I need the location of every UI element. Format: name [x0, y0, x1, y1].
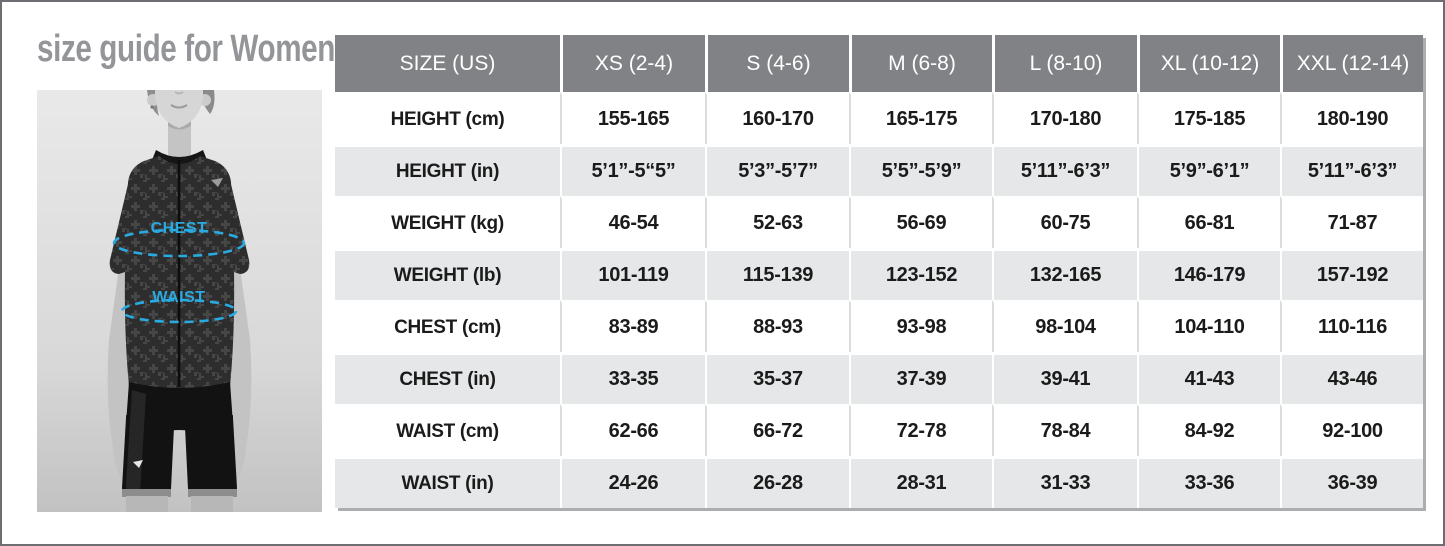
nose-shadow: [174, 91, 184, 95]
col-header: S (4-6): [705, 35, 849, 92]
chest-measure-ellipse: [112, 228, 246, 258]
size-value-cell: 101-119: [560, 248, 705, 300]
size-value-cell: 5’5”-5’9”: [849, 144, 992, 196]
row-label: WEIGHT (lb): [335, 248, 560, 300]
size-value-cell: 78-84: [992, 404, 1137, 456]
size-value-cell: 132-165: [992, 248, 1137, 300]
size-value-cell: 62-66: [560, 404, 705, 456]
size-value-cell: 180-190: [1280, 92, 1423, 144]
size-value-cell: 26-28: [705, 456, 849, 508]
size-value-cell: 5’9”-6’1”: [1137, 144, 1280, 196]
size-value-cell: 5’11”-6’3”: [992, 144, 1137, 196]
size-value-cell: 5’1”-5“5”: [560, 144, 705, 196]
size-value-cell: 37-39: [849, 352, 992, 404]
size-value-cell: 160-170: [705, 92, 849, 144]
fit-model-photo: CHEST WAIST: [37, 90, 322, 512]
row-label: HEIGHT (cm): [335, 92, 560, 144]
size-value-cell: 46-54: [560, 196, 705, 248]
shorts-leg-right: [185, 415, 237, 497]
col-header: XS (2-4): [560, 35, 705, 92]
size-value-cell: 93-98: [849, 300, 992, 352]
size-value-cell: 72-78: [849, 404, 992, 456]
size-value-cell: 66-81: [1137, 196, 1280, 248]
size-value-cell: 104-110: [1137, 300, 1280, 352]
table-row: CHEST (cm) 83-89 88-93 93-98 98-104 104-110 11…: [335, 300, 1423, 352]
table-row: WAIST (in) 24-26 26-28 28-31 31-33 33-36 36-39: [335, 456, 1423, 508]
jersey-sleeve-right: [216, 180, 250, 274]
row-label: HEIGHT (in): [335, 144, 560, 196]
size-value-cell: 92-100: [1280, 404, 1423, 456]
col-header: L (8-10): [992, 35, 1137, 92]
shorts-mesh-panel: [126, 390, 146, 494]
table-row: CHEST (in) 33-35 35-37 37-39 39-41 41-43 43-46: [335, 352, 1423, 404]
page-title: size guide for Women: [37, 28, 335, 70]
waist-measure-ellipse: [120, 298, 238, 324]
table-row: WEIGHT (lb) 101-119 115-139 123-152 132-165 1…: [335, 248, 1423, 300]
header-row: SIZE (US) XS (2-4) S (4-6) M (6-8) L (8-10) X…: [335, 35, 1423, 92]
size-value-cell: 165-175: [849, 92, 992, 144]
size-value-cell: 43-46: [1280, 352, 1423, 404]
size-value-cell: 146-179: [1137, 248, 1280, 300]
size-value-cell: 84-92: [1137, 404, 1280, 456]
table-row: HEIGHT (in) 5’1”-5“5” 5’3”-5’7” 5’5”-5’9” 5’…: [335, 144, 1423, 196]
size-value-cell: 56-69: [849, 196, 992, 248]
row-label: CHEST (cm): [335, 300, 560, 352]
face: [155, 90, 203, 128]
leg: [126, 496, 168, 512]
size-value-cell: 175-185: [1137, 92, 1280, 144]
earring: [150, 105, 154, 109]
size-value-cell: 155-165: [560, 92, 705, 144]
row-label: WEIGHT (kg): [335, 196, 560, 248]
size-value-cell: 52-63: [705, 196, 849, 248]
row-label: CHEST (in): [335, 352, 560, 404]
col-header: XXL (12-14): [1280, 35, 1423, 92]
table-row: WEIGHT (kg) 46-54 52-63 56-69 60-75 66-81 71-8…: [335, 196, 1423, 248]
lips: [170, 104, 188, 109]
size-value-cell: 60-75: [992, 196, 1137, 248]
chest-measure-label: CHEST: [151, 220, 208, 237]
size-value-cell: 170-180: [992, 92, 1137, 144]
size-value-cell: 5’11”-6’3”: [1280, 144, 1423, 196]
table-body: HEIGHT (cm) 155-165 160-170 165-175 170-180 1…: [335, 92, 1423, 508]
size-value-cell: 24-26: [560, 456, 705, 508]
row-label: WAIST (cm): [335, 404, 560, 456]
size-value-cell: 36-39: [1280, 456, 1423, 508]
brand-logo-icon: [211, 178, 223, 187]
size-value-cell: 41-43: [1137, 352, 1280, 404]
size-value-cell: 66-72: [705, 404, 849, 456]
leg-band: [122, 489, 171, 497]
col-header: XL (10-12): [1137, 35, 1280, 92]
table-header: SIZE (US) XS (2-4) S (4-6) M (6-8) L (8-10) X…: [335, 35, 1423, 92]
size-value-cell: 5’3”-5’7”: [705, 144, 849, 196]
size-value-cell: 31-33: [992, 456, 1137, 508]
size-value-cell: 28-31: [849, 456, 992, 508]
size-value-cell: 123-152: [849, 248, 992, 300]
jersey-sleeve-left: [109, 180, 143, 274]
size-value-cell: 35-37: [705, 352, 849, 404]
size-value-cell: 98-104: [992, 300, 1137, 352]
size-value-cell: 110-116: [1280, 300, 1423, 352]
leg-band: [188, 489, 237, 497]
size-value-cell: 71-87: [1280, 196, 1423, 248]
table-row: HEIGHT (cm) 155-165 160-170 165-175 170-180 1…: [335, 92, 1423, 144]
table-row: WAIST (cm) 62-66 66-72 72-78 78-84 84-92 92-10…: [335, 404, 1423, 456]
shorts-hip: [126, 382, 233, 431]
size-value-cell: 83-89: [560, 300, 705, 352]
size-value-cell: 88-93: [705, 300, 849, 352]
waist-measure-label: WAIST: [152, 289, 205, 306]
size-value-cell: 33-35: [560, 352, 705, 404]
col-header-size: SIZE (US): [335, 35, 560, 92]
size-value-cell: 115-139: [705, 248, 849, 300]
brand-logo-icon: [133, 460, 143, 468]
size-guide-table: SIZE (US) XS (2-4) S (4-6) M (6-8) L (8-10) X…: [335, 35, 1423, 508]
col-header: M (6-8): [849, 35, 992, 92]
size-value-cell: 39-41: [992, 352, 1137, 404]
leg: [191, 496, 233, 512]
row-label: WAIST (in): [335, 456, 560, 508]
size-value-cell: 33-36: [1137, 456, 1280, 508]
size-value-cell: 157-192: [1280, 248, 1423, 300]
